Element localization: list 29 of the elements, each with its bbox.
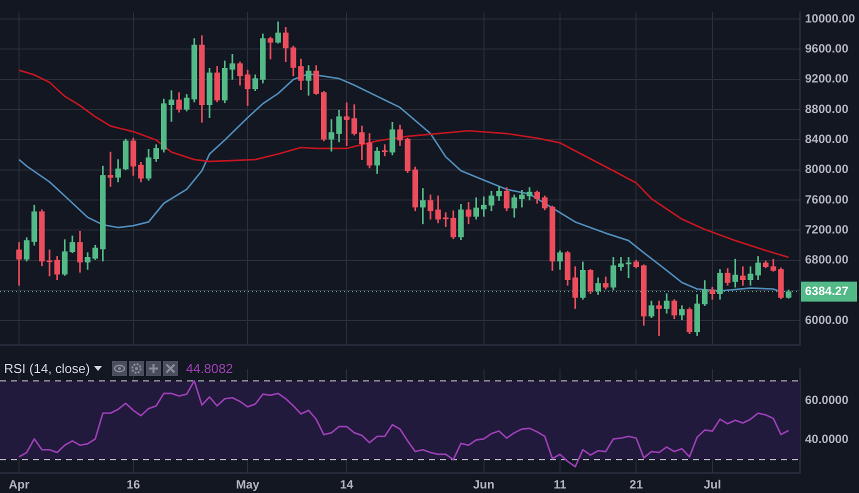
y-tick-label: 9200.00 [805, 72, 849, 86]
chart-title: RSI (14, close) [4, 361, 90, 376]
y-tick-label: 8400.00 [805, 132, 849, 146]
candlestick [656, 300, 662, 336]
x-tick-label: Jun [473, 478, 494, 492]
y-tick-label: 7200.00 [805, 222, 849, 236]
x-tick-label: May [236, 478, 260, 492]
y-tick-label: 60.0000 [805, 392, 849, 407]
annotation: 44.8082 [186, 361, 233, 376]
candlestick [268, 36, 274, 60]
y-tick-label: 6000.00 [805, 312, 849, 327]
x-tick-label: 11 [554, 478, 567, 492]
ref-line-label: 6384.27 [805, 284, 849, 298]
x-tick-label: 14 [340, 478, 354, 492]
y-tick-label: 40.0000 [805, 432, 849, 446]
y-tick-label: 6800.00 [805, 252, 849, 267]
y-tick-label: 9600.00 [805, 41, 849, 56]
y-tick-label: 8000.00 [805, 162, 849, 176]
x-tick-label: 21 [630, 478, 644, 492]
y-tick-label: 7600.00 [805, 192, 849, 206]
y-tick-label: 10000.00 [805, 11, 856, 26]
x-tick-label: Apr [8, 478, 30, 492]
candlestick [168, 90, 174, 122]
x-tick-label: Jul [704, 478, 722, 492]
candlestick [108, 152, 114, 187]
x-tick-label: 16 [126, 478, 140, 492]
y-tick-label: 8800.00 [805, 102, 849, 116]
candlestick [16, 242, 22, 286]
candlestick [46, 250, 52, 276]
